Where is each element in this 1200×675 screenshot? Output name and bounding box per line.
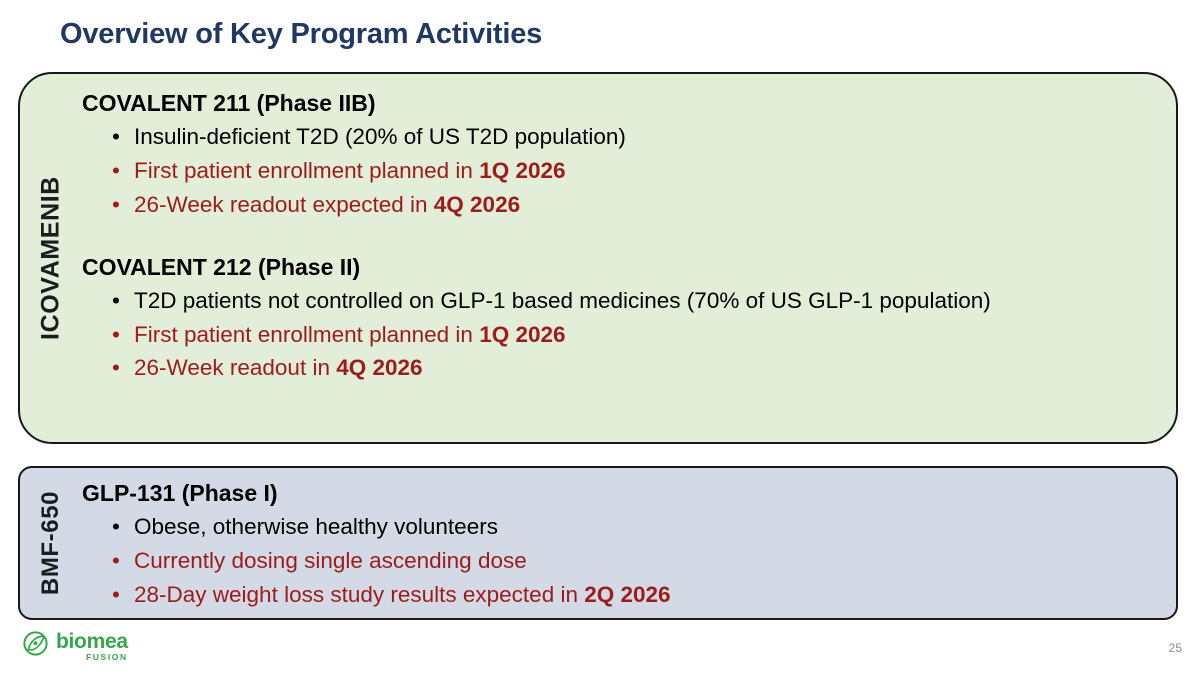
- bullet-dot-icon: •: [112, 355, 120, 381]
- panel-body: COVALENT 211 (Phase IIB) • Insulin-deficie…: [82, 74, 1176, 442]
- program-panel: BMF-650 GLP-131 (Phase I) • Obese, otherwis…: [18, 466, 1178, 620]
- bullet-highlight: 1Q 2026: [479, 158, 566, 184]
- bullet-item: • T2D patients not controlled on GLP-1 ba…: [82, 284, 1150, 318]
- bullet-highlight: 1Q 2026: [479, 321, 566, 347]
- rail-label: ICOVAMENIB: [36, 176, 65, 340]
- study-heading: GLP-131 (Phase I): [82, 480, 278, 506]
- logo-wordmark: biomea: [56, 629, 128, 653]
- bullet-highlight: 2Q 2026: [584, 581, 671, 607]
- study-block: GLP-131 (Phase I) • Obese, otherwise healt…: [82, 478, 1150, 612]
- bullet-text: T2D patients not controlled on GLP-1 bas…: [134, 287, 991, 313]
- bullet-text: First patient enrollment planned in: [134, 158, 480, 184]
- bullet-list: • Obese, otherwise healthy volunteers • Cur…: [82, 510, 1150, 611]
- bullet-text: 26-Week readout expected in: [134, 191, 434, 217]
- page-title: Overview of Key Program Activities: [60, 18, 543, 50]
- biomea-leaf-circle-icon: [22, 630, 49, 662]
- brand-logo: biomea FUSION: [22, 630, 128, 662]
- bullet-list: • T2D patients not controlled on GLP-1 ba…: [82, 284, 1150, 385]
- panel-body: GLP-131 (Phase I) • Obese, otherwise healt…: [82, 468, 1176, 618]
- logo-subwordmark: FUSION: [86, 651, 128, 662]
- sidebar-rail-bmf650: BMF-650: [20, 468, 82, 618]
- bullet-dot-icon: •: [112, 287, 120, 313]
- bullet-item: • 26-Week readout in 4Q 2026: [82, 351, 1150, 385]
- bullet-dot-icon: •: [112, 124, 120, 150]
- bullet-dot-icon: •: [112, 514, 120, 540]
- bullet-item: • Insulin-deficient T2D (20% of US T2D po…: [82, 120, 1150, 154]
- bullet-dot-icon: •: [112, 548, 120, 574]
- study-heading: COVALENT 212 (Phase II): [82, 253, 361, 280]
- bullet-text: Obese, otherwise healthy volunteers: [134, 514, 498, 540]
- bullet-highlight: 4Q 2026: [336, 355, 423, 381]
- study-block: COVALENT 211 (Phase IIB) • Insulin-deficie…: [82, 88, 1150, 222]
- bullet-text: Currently dosing single ascending dose: [134, 548, 527, 574]
- bullet-item: • 26-Week readout expected in 4Q 2026: [82, 188, 1150, 222]
- bullet-item: • First patient enrollment planned in 1Q …: [82, 154, 1150, 188]
- bullet-item: • Obese, otherwise healthy volunteers: [82, 510, 1150, 544]
- bullet-dot-icon: •: [112, 191, 120, 217]
- program-panel: ICOVAMENIB COVALENT 211 (Phase IIB) • Insul…: [18, 72, 1178, 444]
- rail-label: BMF-650: [37, 490, 64, 596]
- bullet-text: 26-Week readout in: [134, 355, 337, 381]
- bullet-text: Insulin-deficient T2D (20% of US T2D pop…: [134, 124, 626, 150]
- study-block: COVALENT 212 (Phase II) • T2D patients not…: [82, 252, 1150, 386]
- sidebar-rail-icovamenib: ICOVAMENIB: [20, 74, 82, 442]
- bullet-text: 28-Day weight loss study results expecte…: [134, 581, 585, 607]
- bullet-item: • 28-Day weight loss study results expect…: [82, 578, 1150, 612]
- bullet-text: First patient enrollment planned in: [134, 321, 480, 347]
- study-heading: COVALENT 211 (Phase IIB): [82, 90, 376, 116]
- bullet-list: • Insulin-deficient T2D (20% of US T2D po…: [82, 120, 1150, 221]
- bullet-dot-icon: •: [112, 321, 120, 347]
- bullet-item: • First patient enrollment planned in 1Q …: [82, 318, 1150, 352]
- bullet-dot-icon: •: [112, 158, 120, 184]
- page-number: 25: [1168, 641, 1182, 655]
- bullet-highlight: 4Q 2026: [433, 191, 521, 217]
- bullet-item: • Currently dosing single ascending dose: [82, 544, 1150, 578]
- bullet-dot-icon: •: [112, 581, 120, 607]
